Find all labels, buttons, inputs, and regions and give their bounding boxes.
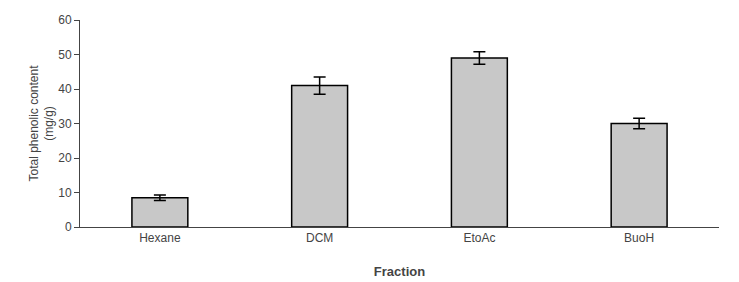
svg-text:Total phenolic content(mg/g): Total phenolic content(mg/g) xyxy=(27,65,57,182)
svg-text:0: 0 xyxy=(65,220,72,234)
svg-text:BuoH: BuoH xyxy=(624,231,654,245)
svg-text:10: 10 xyxy=(58,186,72,200)
svg-text:Hexane: Hexane xyxy=(139,231,181,245)
svg-text:DCM: DCM xyxy=(306,231,333,245)
svg-text:50: 50 xyxy=(58,48,72,62)
svg-text:60: 60 xyxy=(58,13,72,27)
svg-text:Fraction: Fraction xyxy=(374,264,425,279)
svg-text:30: 30 xyxy=(58,117,72,131)
svg-text:40: 40 xyxy=(58,82,72,96)
svg-text:20: 20 xyxy=(58,151,72,165)
svg-text:EtoAc: EtoAc xyxy=(463,231,495,245)
